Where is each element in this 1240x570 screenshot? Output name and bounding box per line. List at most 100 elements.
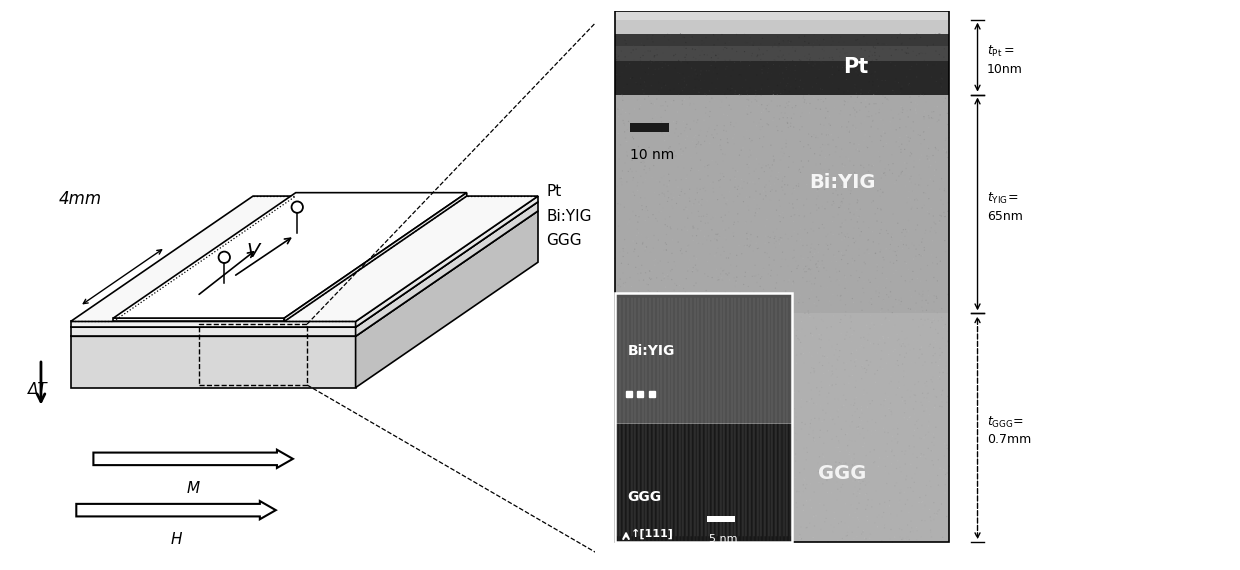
Point [622, 410, 642, 419]
Point [769, 235, 789, 245]
Point [935, 44, 955, 54]
Point [758, 474, 777, 483]
Point [639, 331, 658, 340]
Point [888, 430, 908, 439]
Point [895, 407, 915, 416]
Point [795, 267, 815, 276]
Point [804, 398, 823, 408]
Point [615, 120, 635, 129]
Point [852, 405, 872, 414]
Point [919, 421, 939, 430]
Point [693, 390, 713, 400]
Point [923, 258, 942, 267]
Point [688, 115, 708, 124]
Polygon shape [356, 211, 538, 388]
Point [652, 128, 672, 137]
Point [854, 385, 874, 394]
Point [662, 235, 682, 245]
Point [725, 87, 745, 96]
Point [784, 184, 804, 193]
Point [779, 49, 799, 58]
Point [714, 86, 734, 95]
Point [663, 117, 683, 127]
Point [802, 83, 822, 92]
Point [782, 43, 802, 52]
Point [795, 474, 815, 483]
Point [830, 280, 849, 289]
Point [883, 113, 903, 123]
Point [852, 306, 872, 315]
Point [660, 373, 680, 382]
Text: GGG: GGG [627, 490, 662, 504]
Point [926, 59, 946, 68]
Point [614, 483, 634, 492]
Point [909, 49, 929, 58]
Point [776, 492, 796, 501]
Point [910, 290, 930, 299]
Point [806, 259, 826, 268]
Point [715, 199, 735, 208]
Point [630, 445, 650, 454]
Point [644, 57, 663, 66]
Point [863, 161, 883, 170]
Point [611, 331, 631, 340]
Point [838, 154, 858, 164]
Point [872, 132, 892, 141]
Point [864, 320, 884, 329]
Point [717, 537, 737, 546]
Point [804, 93, 823, 102]
Point [815, 46, 835, 55]
Point [905, 105, 925, 115]
Point [624, 463, 644, 472]
Point [851, 89, 870, 98]
Point [931, 463, 951, 473]
Point [914, 246, 934, 255]
Point [804, 244, 823, 253]
Point [631, 74, 651, 83]
Point [831, 222, 851, 231]
Point [616, 368, 636, 377]
Point [627, 225, 647, 234]
Point [784, 109, 804, 119]
Point [818, 131, 838, 140]
Point [632, 201, 652, 210]
Point [766, 375, 786, 384]
Point [666, 531, 686, 540]
Point [672, 385, 692, 394]
Point [660, 386, 680, 395]
Point [673, 492, 693, 502]
Point [611, 306, 631, 315]
Point [711, 488, 730, 498]
Point [758, 531, 777, 540]
Point [870, 247, 890, 256]
Point [606, 188, 626, 197]
Point [791, 256, 811, 265]
Point [732, 328, 751, 337]
Point [647, 176, 667, 185]
Point [678, 324, 698, 333]
Point [794, 241, 813, 250]
Point [698, 164, 718, 173]
Point [687, 434, 707, 443]
Point [821, 300, 841, 310]
Point [823, 182, 843, 191]
Point [898, 532, 918, 541]
Point [795, 265, 815, 274]
Point [903, 487, 923, 496]
Point [905, 287, 925, 296]
Point [737, 508, 756, 517]
Point [851, 532, 870, 541]
Point [931, 211, 951, 221]
Point [698, 514, 718, 523]
Point [663, 528, 683, 537]
Point [916, 370, 936, 379]
Point [615, 235, 635, 244]
Point [872, 304, 892, 314]
Point [782, 189, 802, 198]
Point [835, 63, 854, 72]
Point [691, 238, 711, 247]
Point [879, 379, 899, 388]
Point [818, 140, 838, 149]
Point [727, 251, 746, 260]
Point [649, 103, 668, 112]
